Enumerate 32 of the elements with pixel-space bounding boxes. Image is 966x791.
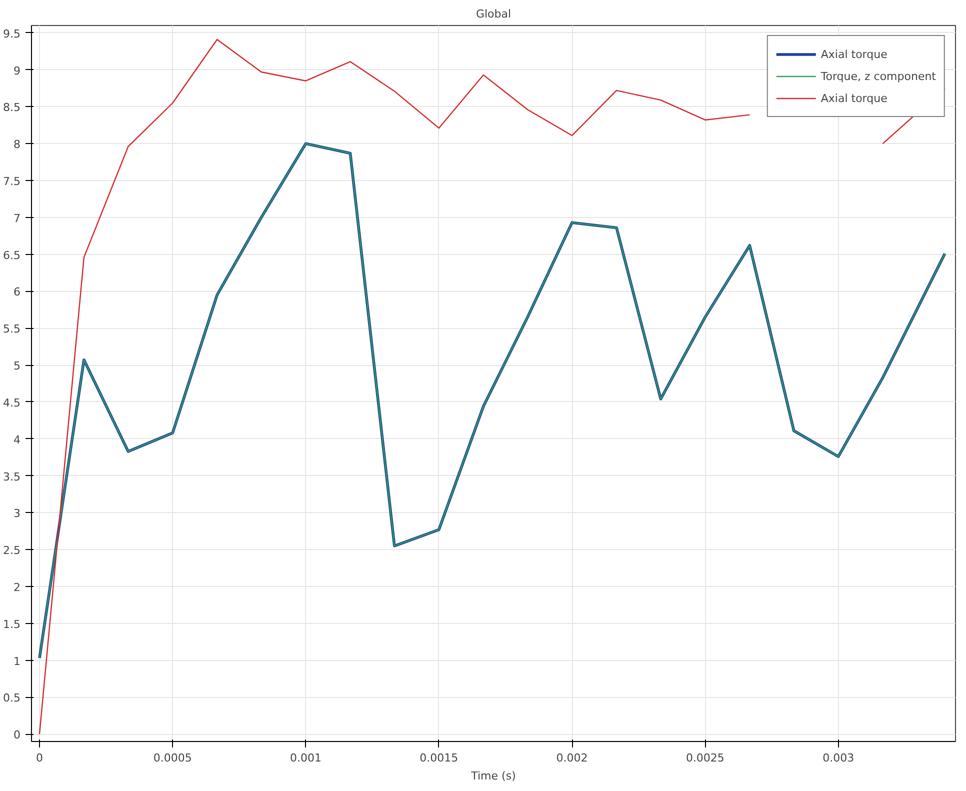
y-tick-label: 8 (14, 138, 20, 152)
x-tick-label: 0.002 (556, 752, 588, 764)
x-axis-title: Time (s) (470, 770, 516, 782)
y-tick-label: 1 (14, 654, 20, 668)
y-tick-label: 9.5 (3, 27, 21, 40)
x-tick-label: 0.001 (290, 752, 322, 764)
x-tick-label: 0.0015 (420, 752, 458, 764)
x-tick-label: 0.003 (822, 752, 854, 764)
y-tick-label: 7 (14, 212, 20, 225)
legend-label: Axial torque (820, 48, 888, 60)
x-tick-label: 0 (36, 752, 43, 764)
y-tick-label: 5.5 (3, 322, 21, 336)
y-tick-label: 6.5 (3, 248, 21, 262)
chart-title: Global (476, 8, 512, 20)
x-tick-label: 0.0025 (686, 752, 724, 764)
y-tick-label: 4.5 (3, 396, 21, 410)
y-tick-label: 9 (14, 64, 20, 78)
y-tick-label: 0.5 (3, 692, 21, 705)
y-tick-label: 8.5 (3, 101, 21, 114)
y-tick-label: 2 (14, 580, 20, 594)
y-tick-label: 6 (14, 286, 20, 299)
x-tick-label: 0.0005 (153, 752, 192, 764)
y-tick-label: 5 (14, 360, 20, 373)
legend-label: Axial torque (820, 92, 888, 104)
y-tick-label: 2.5 (3, 544, 21, 558)
y-tick-label: 7.5 (3, 175, 21, 188)
legend-label: Torque, z component (820, 70, 936, 82)
y-tick-label: 3 (14, 507, 20, 520)
y-tick-label: 3.5 (3, 470, 21, 484)
y-tick-label: 4 (14, 433, 20, 446)
y-tick-label: 1.5 (3, 618, 21, 631)
y-tick-label: 0 (14, 728, 20, 742)
